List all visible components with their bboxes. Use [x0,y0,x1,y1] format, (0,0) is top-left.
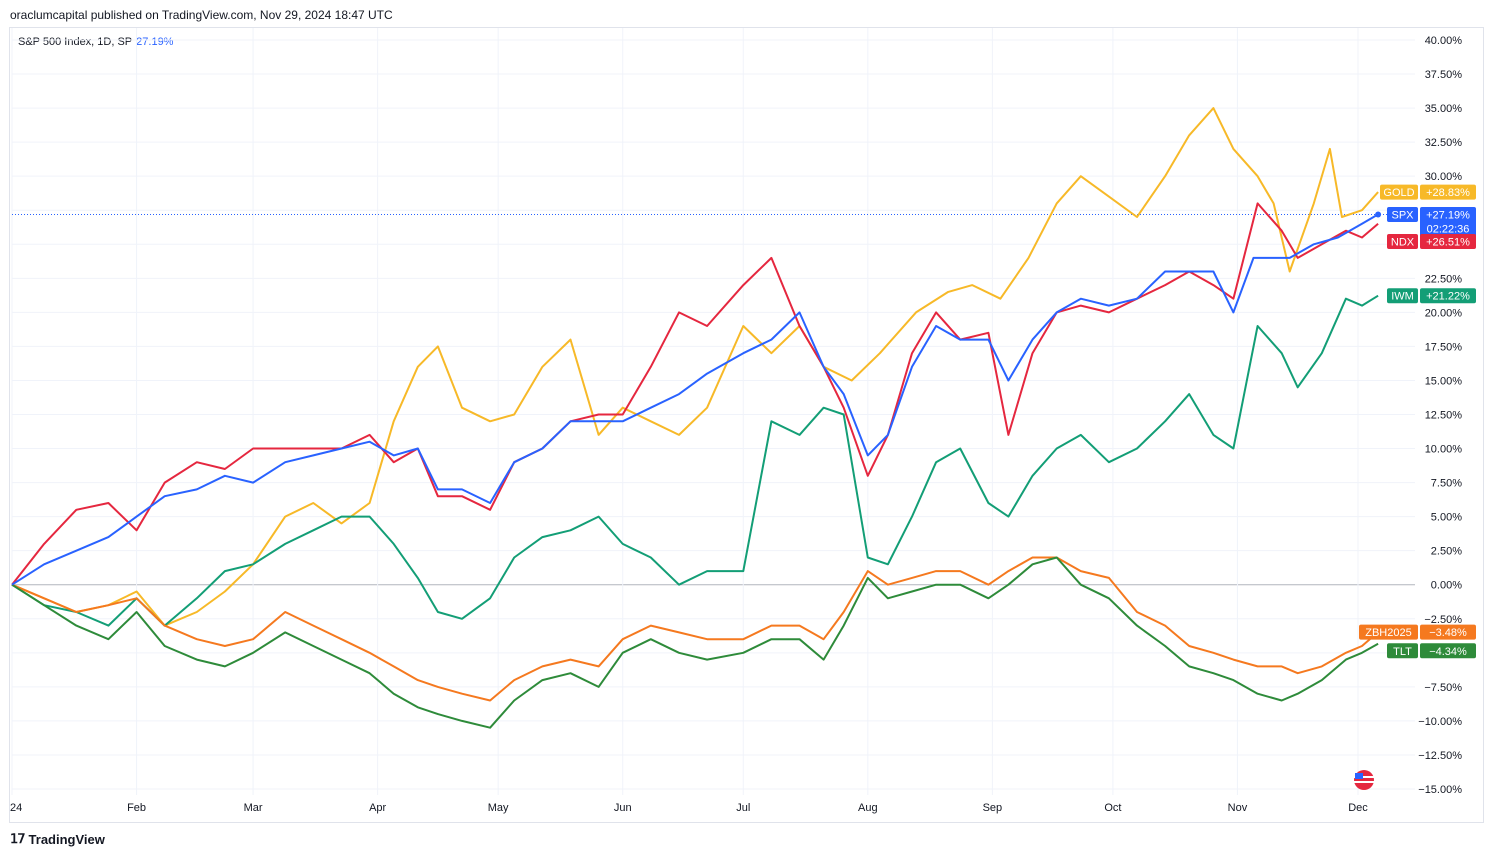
y-tick-label: −10.00% [1418,716,1462,728]
badge-iwm[interactable]: IWM +21.22% [1387,288,1476,304]
y-tick-label: 20.00% [1425,307,1463,319]
y-tick-label: 32.50% [1425,137,1463,149]
badge-tag-bg [1387,234,1418,250]
badge-tlt[interactable]: TLT −4.34% [1387,643,1476,659]
badge-value-bg [1420,288,1476,304]
badge-symbol: IWM [1391,291,1414,303]
badge-value: +28.83% [1426,187,1470,199]
x-tick-label: Jul [736,802,750,814]
badge-value: +21.22% [1426,291,1470,303]
y-tick-label: 37.50% [1425,69,1463,81]
x-tick-label: Feb [127,802,146,814]
y-tick-label: −12.50% [1418,750,1462,762]
publish-caption: oraclumcapital published on TradingView.… [10,8,393,22]
badge-value-bg [1420,624,1476,640]
series-line-tlt [11,556,1379,729]
badge-tag-bg [1387,206,1418,222]
y-tick-label: −7.50% [1424,682,1462,694]
y-tick-label: 2.50% [1431,546,1462,558]
badge-value-bg [1420,206,1476,237]
x-tick-label: Jun [614,802,632,814]
series-line-iwm [11,294,1379,627]
y-tick-label: 40.00% [1425,35,1463,47]
x-tick-label: Oct [1104,802,1121,814]
badge-tag-bg [1387,643,1418,659]
symbol-name: S&P 500 Index, 1D, SP [18,36,133,48]
badge-value-bg [1420,184,1476,200]
x-tick-label: Nov [1228,802,1248,814]
badge-value-bg [1420,643,1476,659]
badge-value: −4.34% [1429,646,1467,658]
badge-value: −3.48% [1429,627,1467,639]
series-line-spx [11,213,1379,586]
y-tick-label: 7.50% [1431,478,1462,490]
badge-value: +27.19% [1426,209,1470,221]
series-line-zbh2025 [11,556,1379,702]
badge-value: +26.51% [1426,237,1470,249]
badge-gold[interactable]: GOLD +28.83% [1380,184,1476,200]
chart-frame [9,27,1484,823]
y-tick-label: 5.00% [1431,512,1462,524]
series-line-ndx [11,202,1379,586]
badge-countdown: 02:22:36 [1427,223,1470,235]
x-tick-label: 24 [10,802,22,814]
y-tick-label: 17.50% [1425,341,1463,353]
y-tick-label: 15.00% [1425,375,1463,387]
flag-canton [1355,773,1363,779]
flag-stripe [1354,776,1374,778]
symbol-pct: 27.19% [136,36,174,48]
badge-spx[interactable]: SPX +27.19% 02:22:36 [1387,206,1476,237]
x-tick-label: May [488,802,509,814]
x-tick-label: Mar [244,802,263,814]
badge-symbol: SPX [1391,209,1414,221]
y-tick-label: 30.00% [1425,171,1463,183]
flag-stripe [1354,781,1374,783]
y-tick-label: −2.50% [1424,614,1462,626]
y-tick-label: 12.50% [1425,410,1463,422]
badge-symbol: NDX [1391,237,1415,249]
badge-symbol: ZBH2025 [1365,627,1411,639]
badge-ndx[interactable]: NDX +26.51% [1387,234,1476,250]
y-tick-label: 22.50% [1425,273,1463,285]
y-tick-label: 10.00% [1425,444,1463,456]
brand-name: TradingView [28,831,105,847]
badge-symbol: GOLD [1383,187,1414,199]
badge-tag-bg [1359,624,1418,640]
badge-tag-bg [1380,184,1418,200]
x-tick-label: Sep [983,802,1003,814]
tradingview-logo-icon: 𝟣𝟩 [10,831,26,846]
badge-zbh2025[interactable]: ZBH2025 −3.48% [1359,624,1476,640]
badge-value-bg [1420,234,1476,250]
x-tick-label: Dec [1348,802,1368,814]
spx-last-dot [1375,211,1382,218]
y-tick-label: −15.00% [1418,784,1462,796]
symbol-legend[interactable]: S&P 500 Index, 1D, SP 27.19% [18,36,173,48]
badge-symbol: TLT [1393,646,1412,658]
x-tick-label: Apr [369,802,386,814]
x-tick-label: Aug [858,802,878,814]
y-tick-label: 35.00% [1425,103,1463,115]
badge-tag-bg [1387,288,1418,304]
y-tick-label: 0.00% [1431,580,1462,592]
series-line-gold [11,107,1379,627]
footer-brand[interactable]: 𝟣𝟩 TradingView [10,831,105,847]
